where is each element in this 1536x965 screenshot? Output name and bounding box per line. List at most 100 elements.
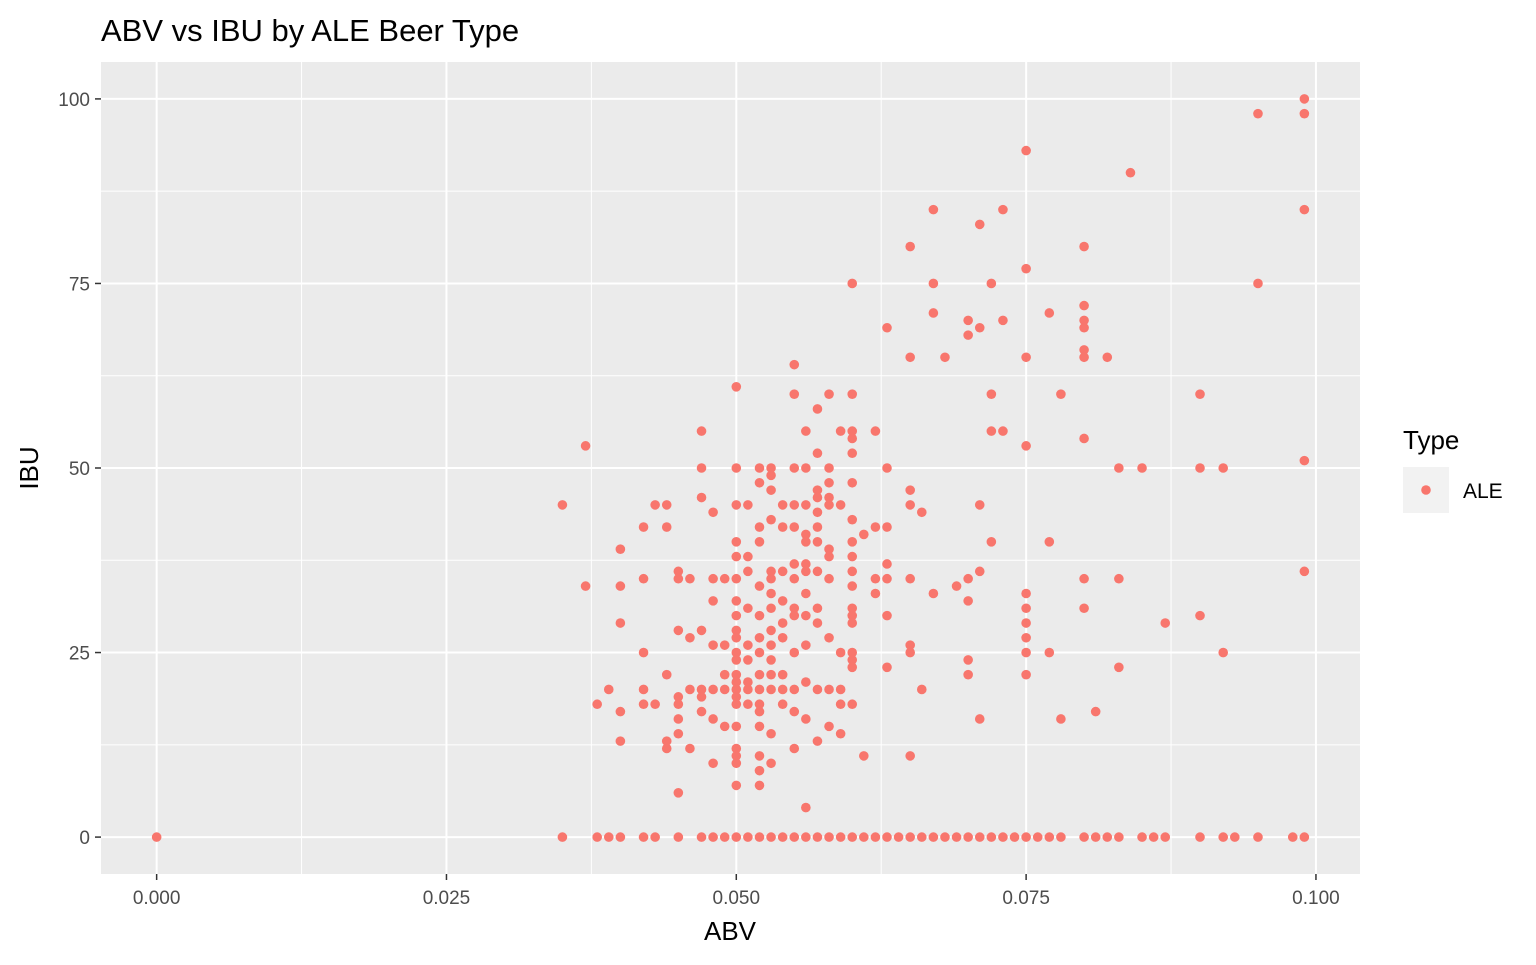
- data-point: [1044, 537, 1055, 547]
- data-point: [719, 669, 730, 680]
- data-point: [661, 743, 672, 754]
- data-point: [766, 470, 776, 481]
- data-point: [638, 647, 649, 658]
- data-point: [696, 692, 707, 702]
- data-point: [731, 684, 742, 695]
- data-point: [650, 832, 660, 842]
- data-point: [905, 352, 915, 363]
- data-point: [708, 596, 718, 606]
- data-point: [731, 832, 742, 842]
- data-point: [731, 551, 742, 562]
- data-point: [963, 315, 973, 326]
- data-point: [893, 832, 904, 842]
- data-point: [801, 463, 811, 473]
- data-point: [801, 529, 811, 540]
- data-point: [766, 573, 776, 584]
- data-point: [638, 832, 649, 842]
- data-point: [1114, 662, 1124, 673]
- data-point: [1079, 315, 1089, 326]
- data-point: [1090, 706, 1101, 717]
- data-point: [592, 699, 602, 710]
- data-point: [847, 389, 858, 399]
- data-point: [731, 655, 742, 665]
- data-point: [719, 832, 730, 842]
- data-point: [986, 832, 997, 842]
- x-tick-label: 0.100: [1292, 888, 1340, 909]
- data-point: [766, 463, 776, 473]
- data-point: [777, 699, 788, 710]
- data-point: [847, 278, 858, 289]
- data-point: [1021, 352, 1031, 363]
- data-point: [1044, 832, 1055, 842]
- data-point: [812, 832, 823, 842]
- data-point: [1195, 610, 1205, 621]
- data-point: [847, 566, 858, 577]
- data-point: [1056, 714, 1066, 724]
- data-point: [974, 832, 985, 842]
- data-point: [859, 751, 869, 761]
- data-point: [847, 618, 858, 628]
- data-point: [789, 573, 800, 584]
- data-point: [1090, 832, 1101, 842]
- data-point: [673, 573, 684, 584]
- legend: Type ALE: [1403, 425, 1503, 513]
- data-point: [789, 603, 800, 614]
- data-point: [1218, 463, 1229, 473]
- data-point: [812, 404, 823, 414]
- data-point: [824, 684, 834, 695]
- data-point: [882, 573, 892, 584]
- data-point: [754, 684, 765, 695]
- data-point: [766, 640, 776, 650]
- data-point: [777, 596, 788, 606]
- data-point: [1114, 832, 1124, 842]
- data-point: [743, 699, 753, 710]
- data-point: [719, 573, 730, 584]
- data-point: [777, 618, 788, 628]
- data-point: [789, 500, 800, 510]
- data-point: [615, 736, 626, 746]
- data-point: [754, 721, 765, 732]
- data-point: [1079, 352, 1089, 363]
- data-point: [905, 500, 915, 510]
- data-point: [916, 684, 927, 695]
- data-point: [916, 507, 927, 518]
- data-point: [673, 728, 684, 739]
- data-point: [963, 573, 973, 584]
- data-point: [1021, 647, 1031, 658]
- data-point: [1137, 832, 1147, 842]
- data-point: [801, 714, 811, 724]
- data-point: [696, 426, 707, 436]
- data-point: [1287, 832, 1298, 842]
- y-tick-label: 75: [69, 274, 90, 295]
- data-point: [1079, 300, 1089, 311]
- data-point: [824, 500, 834, 510]
- data-point: [847, 832, 858, 842]
- data-point: [661, 522, 672, 532]
- data-point: [801, 537, 811, 547]
- data-point: [615, 706, 626, 717]
- data-point: [882, 662, 892, 673]
- data-point: [603, 832, 614, 842]
- data-point: [905, 640, 915, 650]
- data-point: [731, 677, 742, 687]
- data-point: [766, 758, 776, 769]
- data-point: [847, 448, 858, 459]
- data-point: [835, 832, 846, 842]
- data-point: [731, 596, 742, 606]
- data-point: [824, 463, 834, 473]
- data-point: [638, 699, 649, 710]
- data-point: [1253, 832, 1263, 842]
- data-point: [557, 832, 568, 842]
- data-point: [673, 832, 684, 842]
- data-point: [951, 832, 962, 842]
- data-point: [882, 322, 892, 333]
- data-point: [650, 699, 660, 710]
- data-point: [940, 352, 950, 363]
- data-point: [928, 278, 939, 289]
- data-point: [743, 500, 753, 510]
- data-point: [661, 500, 672, 510]
- data-point: [731, 721, 742, 732]
- data-point: [731, 758, 742, 769]
- data-point: [1056, 832, 1066, 842]
- data-point: [673, 692, 684, 702]
